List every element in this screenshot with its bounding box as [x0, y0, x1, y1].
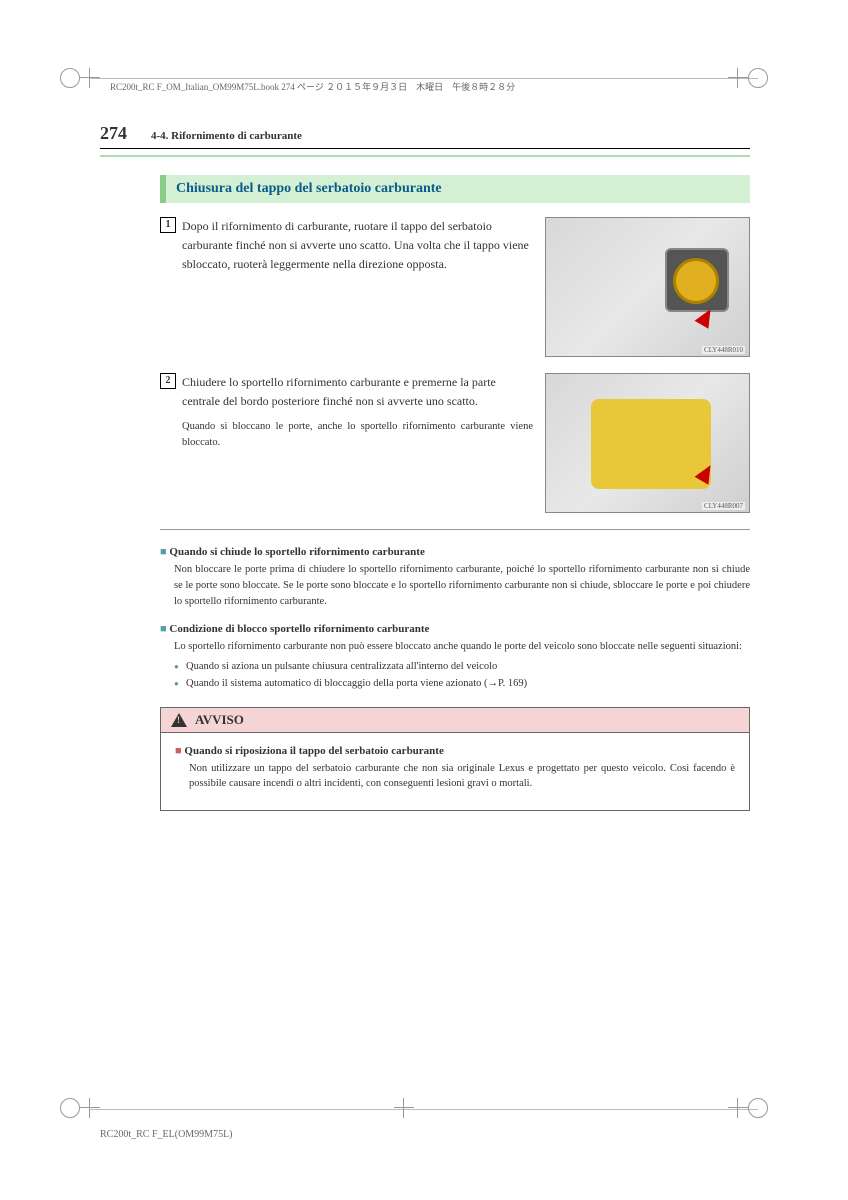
- note-block-1: Quando si chiude lo sportello rifornimen…: [160, 546, 750, 609]
- note-title: Condizione di blocco sportello rifornime…: [160, 623, 750, 635]
- figure-label: CLY448R007: [702, 502, 745, 510]
- section-heading: Chiusura del tappo del serbatoio carbura…: [160, 175, 750, 203]
- step-number: 1: [160, 217, 176, 233]
- step-text: Dopo il rifornimento di carburante, ruot…: [182, 219, 529, 271]
- section-ref: 4-4. Rifornimento di carburante: [151, 130, 302, 142]
- crop-mark-bc: [394, 1098, 454, 1120]
- step-subnote: Quando si bloccano le porte, anche lo sp…: [160, 419, 533, 451]
- warning-icon: [171, 713, 187, 727]
- step-1: 1 Dopo il rifornimento di carburante, ru…: [160, 217, 750, 357]
- step-2-figure: CLY448R007: [545, 373, 750, 513]
- bullet-list: Quando si aziona un pulsante chiusura ce…: [160, 659, 750, 693]
- arrow-icon: [695, 461, 718, 485]
- warning-label: AVVISO: [195, 712, 244, 728]
- warning-title: Quando si riposiziona il tappo del serba…: [175, 745, 735, 757]
- header-accent-line: [100, 155, 750, 157]
- note-title: Quando si chiude lo sportello rifornimen…: [160, 546, 750, 558]
- crop-mark-br: [728, 1098, 788, 1120]
- main-content: Chiusura del tappo del serbatoio carbura…: [100, 175, 750, 811]
- crop-line-top: [90, 78, 758, 79]
- page-number: 274: [100, 123, 127, 144]
- step-number: 2: [160, 373, 176, 389]
- note-block-2: Condizione di blocco sportello rifornime…: [160, 623, 750, 692]
- page-content: RC200t_RC F_OM_Italian_OM99M75L.book 274…: [100, 80, 750, 811]
- step-text: Chiudere lo sportello rifornimento carbu…: [182, 375, 496, 408]
- warning-box: AVVISO Quando si riposiziona il tappo de…: [160, 707, 750, 812]
- divider: [160, 529, 750, 530]
- arrow-icon: [695, 305, 718, 329]
- step-2: 2 Chiudere lo sportello rifornimento car…: [160, 373, 750, 513]
- print-header: RC200t_RC F_OM_Italian_OM99M75L.book 274…: [100, 80, 750, 93]
- note-body: Lo sportello rifornimento carburante non…: [160, 639, 750, 655]
- warning-header: AVVISO: [161, 708, 749, 733]
- crop-mark-bl: [60, 1098, 120, 1120]
- warning-text: Non utilizzare un tappo del serbatoio ca…: [175, 761, 735, 793]
- note-body: Non bloccare le porte prima di chiudere …: [160, 562, 750, 609]
- footer-code: RC200t_RC F_EL(OM99M75L): [100, 1129, 233, 1140]
- page-header: 274 4-4. Rifornimento di carburante: [100, 123, 750, 149]
- step-1-figure: CLY448R010: [545, 217, 750, 357]
- bullet-item: Quando si aziona un pulsante chiusura ce…: [174, 659, 750, 676]
- warning-body: Quando si riposiziona il tappo del serba…: [161, 733, 749, 811]
- bullet-item: Quando il sistema automatico di bloccagg…: [174, 676, 750, 693]
- figure-label: CLY448R010: [702, 346, 745, 354]
